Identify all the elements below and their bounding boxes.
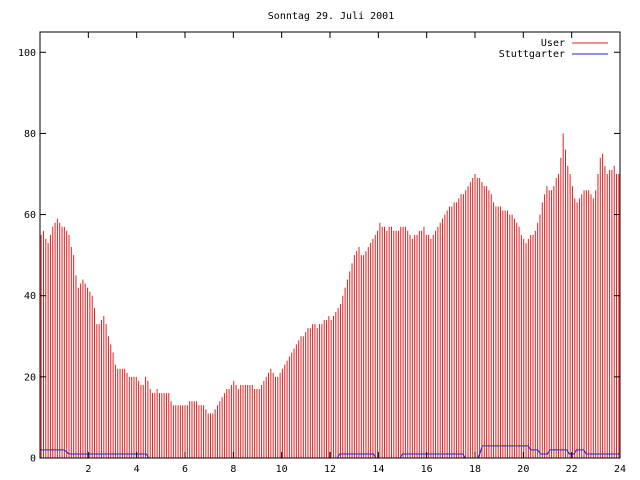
x-tick-label: 20 [517,464,529,475]
x-tick-label: 4 [134,464,140,475]
x-tick-label: 22 [566,464,578,475]
x-tick-label: 2 [85,464,91,475]
y-tick-label: 0 [30,454,36,465]
legend: User Stuttgarter [499,38,608,60]
y-tick-label: 40 [24,291,36,302]
x-tick-label: 18 [469,464,481,475]
x-tick-label: 14 [372,464,384,475]
x-tick-label: 16 [421,464,433,475]
legend-label-stuttgarter: Stuttgarter [499,49,565,60]
x-tick-label: 24 [614,464,626,475]
x-tick-label: 6 [182,464,188,475]
y-tick-label: 80 [24,129,36,140]
y-tick-label: 60 [24,210,36,221]
x-axis: 2 4 6 8 10 12 14 16 18 20 22 24 [85,32,626,475]
x-tick-label: 12 [324,464,336,475]
y-axis: 0 20 40 60 80 100 [18,48,620,465]
y-tick-label: 100 [18,48,36,59]
x-tick-label: 8 [230,464,236,475]
user-series [40,133,620,458]
x-tick-label: 10 [276,464,288,475]
legend-label-user: User [541,38,565,49]
chart-title: Sonntag 29. Juli 2001 [268,11,394,22]
y-tick-label: 20 [24,372,36,383]
